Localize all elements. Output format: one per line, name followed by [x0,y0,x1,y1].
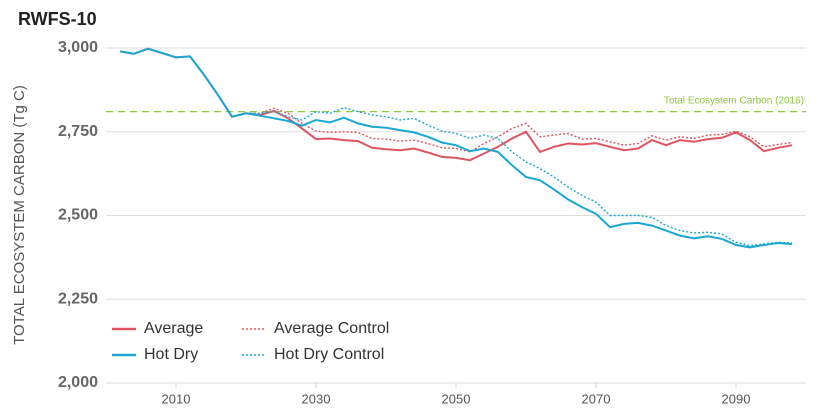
annotation: Total Ecosystem Carbon (2016) [664,95,804,106]
x-tick-label: 2070 [582,391,611,406]
x-tick-label: 2050 [442,391,471,406]
y-tick-label: 2,750 [58,123,98,140]
legend-label: Average Control [274,320,389,337]
series-line [119,47,793,247]
y-tick-label: 2,000 [58,374,98,391]
y-tick-label: 2,250 [58,290,98,307]
x-tick-label: 2090 [722,391,751,406]
x-tick-label: 2010 [162,391,191,406]
series-line [119,47,793,249]
chart-title: RWFS-10 [18,9,97,29]
y-tick-label: 3,000 [58,39,98,56]
x-tick-label: 2030 [302,391,331,406]
y-tick-label: 2,500 [58,207,98,224]
legend-label: Hot Dry [144,346,198,363]
legend-label: Hot Dry Control [274,346,384,363]
legend-label: Average [144,320,203,337]
y-axis-label: TOTAL ECOSYSTEM CARBON (Tg C) [11,85,28,345]
